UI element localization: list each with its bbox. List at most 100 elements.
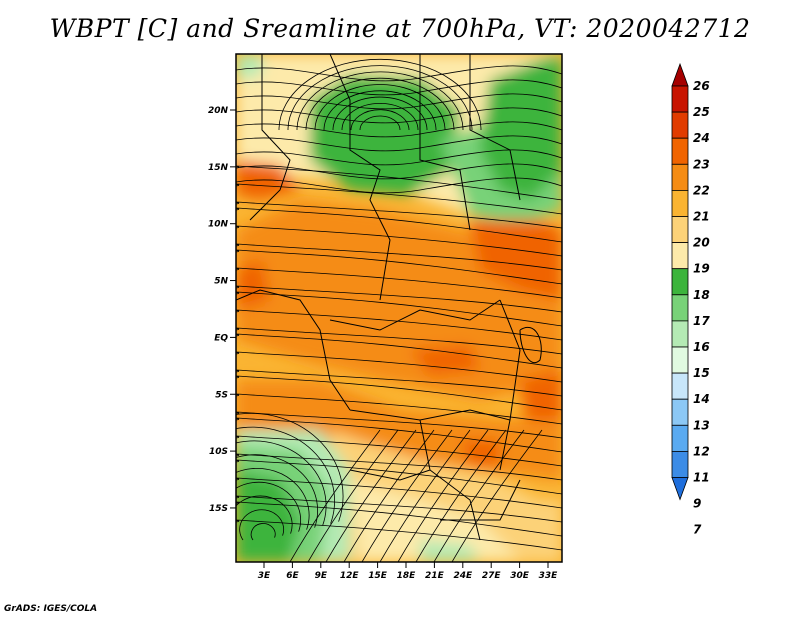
streamline	[307, 429, 399, 562]
country-boundary	[249, 54, 291, 221]
country-boundary	[349, 409, 511, 421]
map-frame	[235, 53, 563, 563]
streamline	[415, 429, 507, 562]
colorbar-label: 11	[693, 471, 710, 485]
country-boundary	[519, 327, 542, 363]
field-region	[310, 75, 460, 195]
streamline	[314, 84, 446, 131]
colorbar-top-arrow	[671, 62, 689, 87]
longitude-axis: 3E 6E 9E 12E 15E 18E 21E 24E 27E 30E 33E	[258, 562, 558, 581]
streamline	[236, 177, 562, 194]
grads-credit: GrADS: IGES/COLA	[4, 604, 98, 614]
lon-tick-label: 6E	[286, 571, 299, 581]
field-region	[236, 54, 262, 80]
colorbar-segment	[671, 268, 689, 296]
colorbar-label: 26	[693, 79, 710, 93]
colorbar-segment	[671, 320, 689, 348]
country-boundary	[349, 469, 431, 481]
latitude-axis: 20N 15N 10N 5N EQ 5S 10S 15S	[208, 106, 236, 514]
country-boundary	[469, 54, 521, 201]
field-region	[410, 345, 480, 375]
colorbar-label: 20	[693, 236, 710, 250]
country-boundary	[440, 479, 521, 521]
field-region	[236, 260, 270, 310]
lat-tick-label: 10S	[209, 447, 228, 457]
streamline	[325, 429, 417, 562]
colorbar-label: 13	[693, 418, 710, 432]
streamline	[236, 495, 293, 534]
colorbar-segment	[671, 398, 689, 426]
lon-tick-label: 24E	[453, 571, 473, 581]
streamline	[236, 163, 562, 180]
country-boundary	[499, 299, 521, 471]
lat-tick-label: 20N	[208, 106, 229, 116]
streamline	[287, 65, 473, 131]
lon-tick-label: 21E	[425, 571, 445, 581]
colorbar-label: 25	[693, 105, 710, 119]
lon-tick-label: 30E	[510, 571, 530, 581]
colorbar-label: 12	[693, 444, 710, 458]
lon-tick-label: 15E	[368, 571, 388, 581]
field-region	[460, 440, 500, 465]
colorbar-segment	[671, 424, 689, 452]
country-boundary	[236, 289, 351, 411]
colorbar-label: 16	[693, 340, 710, 354]
lat-tick-label: 5N	[214, 277, 228, 287]
colorbar-bottom-arrow	[671, 477, 689, 501]
streamline	[289, 429, 381, 562]
country-boundaries	[236, 54, 542, 541]
streamline	[361, 429, 453, 562]
streamline	[451, 429, 543, 562]
colorbar-label: 22	[693, 183, 710, 197]
colorbar-label: 23	[693, 157, 710, 171]
colorbar-label: 17	[693, 314, 710, 328]
colorbar-label: 21	[693, 210, 710, 224]
colorbar-segment	[671, 137, 689, 165]
streamline	[236, 426, 335, 524]
colorbar-label: 9	[693, 497, 701, 511]
lat-tick-label: 15N	[208, 163, 229, 173]
streamline	[359, 115, 401, 131]
streamline	[332, 96, 428, 131]
lon-tick-label: 9E	[315, 571, 328, 581]
streamline	[236, 440, 327, 526]
streamline	[236, 454, 318, 528]
lon-tick-label: 18E	[397, 571, 417, 581]
lat-tick-label: 5S	[215, 390, 228, 400]
colorbar-segment	[671, 216, 689, 244]
colorbar-segment	[671, 346, 689, 374]
colorbar-segment	[671, 242, 689, 270]
streamline	[250, 523, 276, 541]
country-boundary	[419, 54, 471, 231]
colorbar-label: 18	[693, 288, 710, 302]
field-region	[470, 220, 562, 300]
field-blobs	[236, 54, 562, 562]
lon-tick-label: 12E	[340, 571, 360, 581]
streamline	[341, 103, 419, 131]
lat-tick-label: 15S	[209, 504, 228, 514]
field-region	[420, 540, 480, 562]
colorbar-segment	[671, 189, 689, 217]
colorbar-segment	[671, 111, 689, 139]
colorbar-segment	[671, 85, 689, 113]
colorbar-segment	[671, 372, 689, 400]
field-region	[480, 55, 562, 200]
streamline	[323, 90, 437, 131]
streamline	[379, 429, 471, 562]
country-boundary	[329, 54, 391, 301]
streamline	[305, 77, 455, 131]
streamline	[433, 429, 525, 562]
streamline	[236, 481, 301, 532]
lon-tick-label: 27E	[482, 571, 502, 581]
streamline	[239, 509, 285, 541]
map-title: WBPT [C] and Sreamline at 700hPa, VT: 20…	[49, 14, 751, 43]
colorbar-label: 24	[693, 131, 710, 145]
streamline	[296, 71, 464, 131]
streamline	[236, 468, 310, 530]
colorbar-label: 15	[693, 366, 710, 380]
lon-tick-label: 33E	[539, 571, 559, 581]
streamline	[236, 149, 562, 166]
colorbar-segment	[671, 294, 689, 322]
colorbar-label: 7	[693, 523, 702, 537]
